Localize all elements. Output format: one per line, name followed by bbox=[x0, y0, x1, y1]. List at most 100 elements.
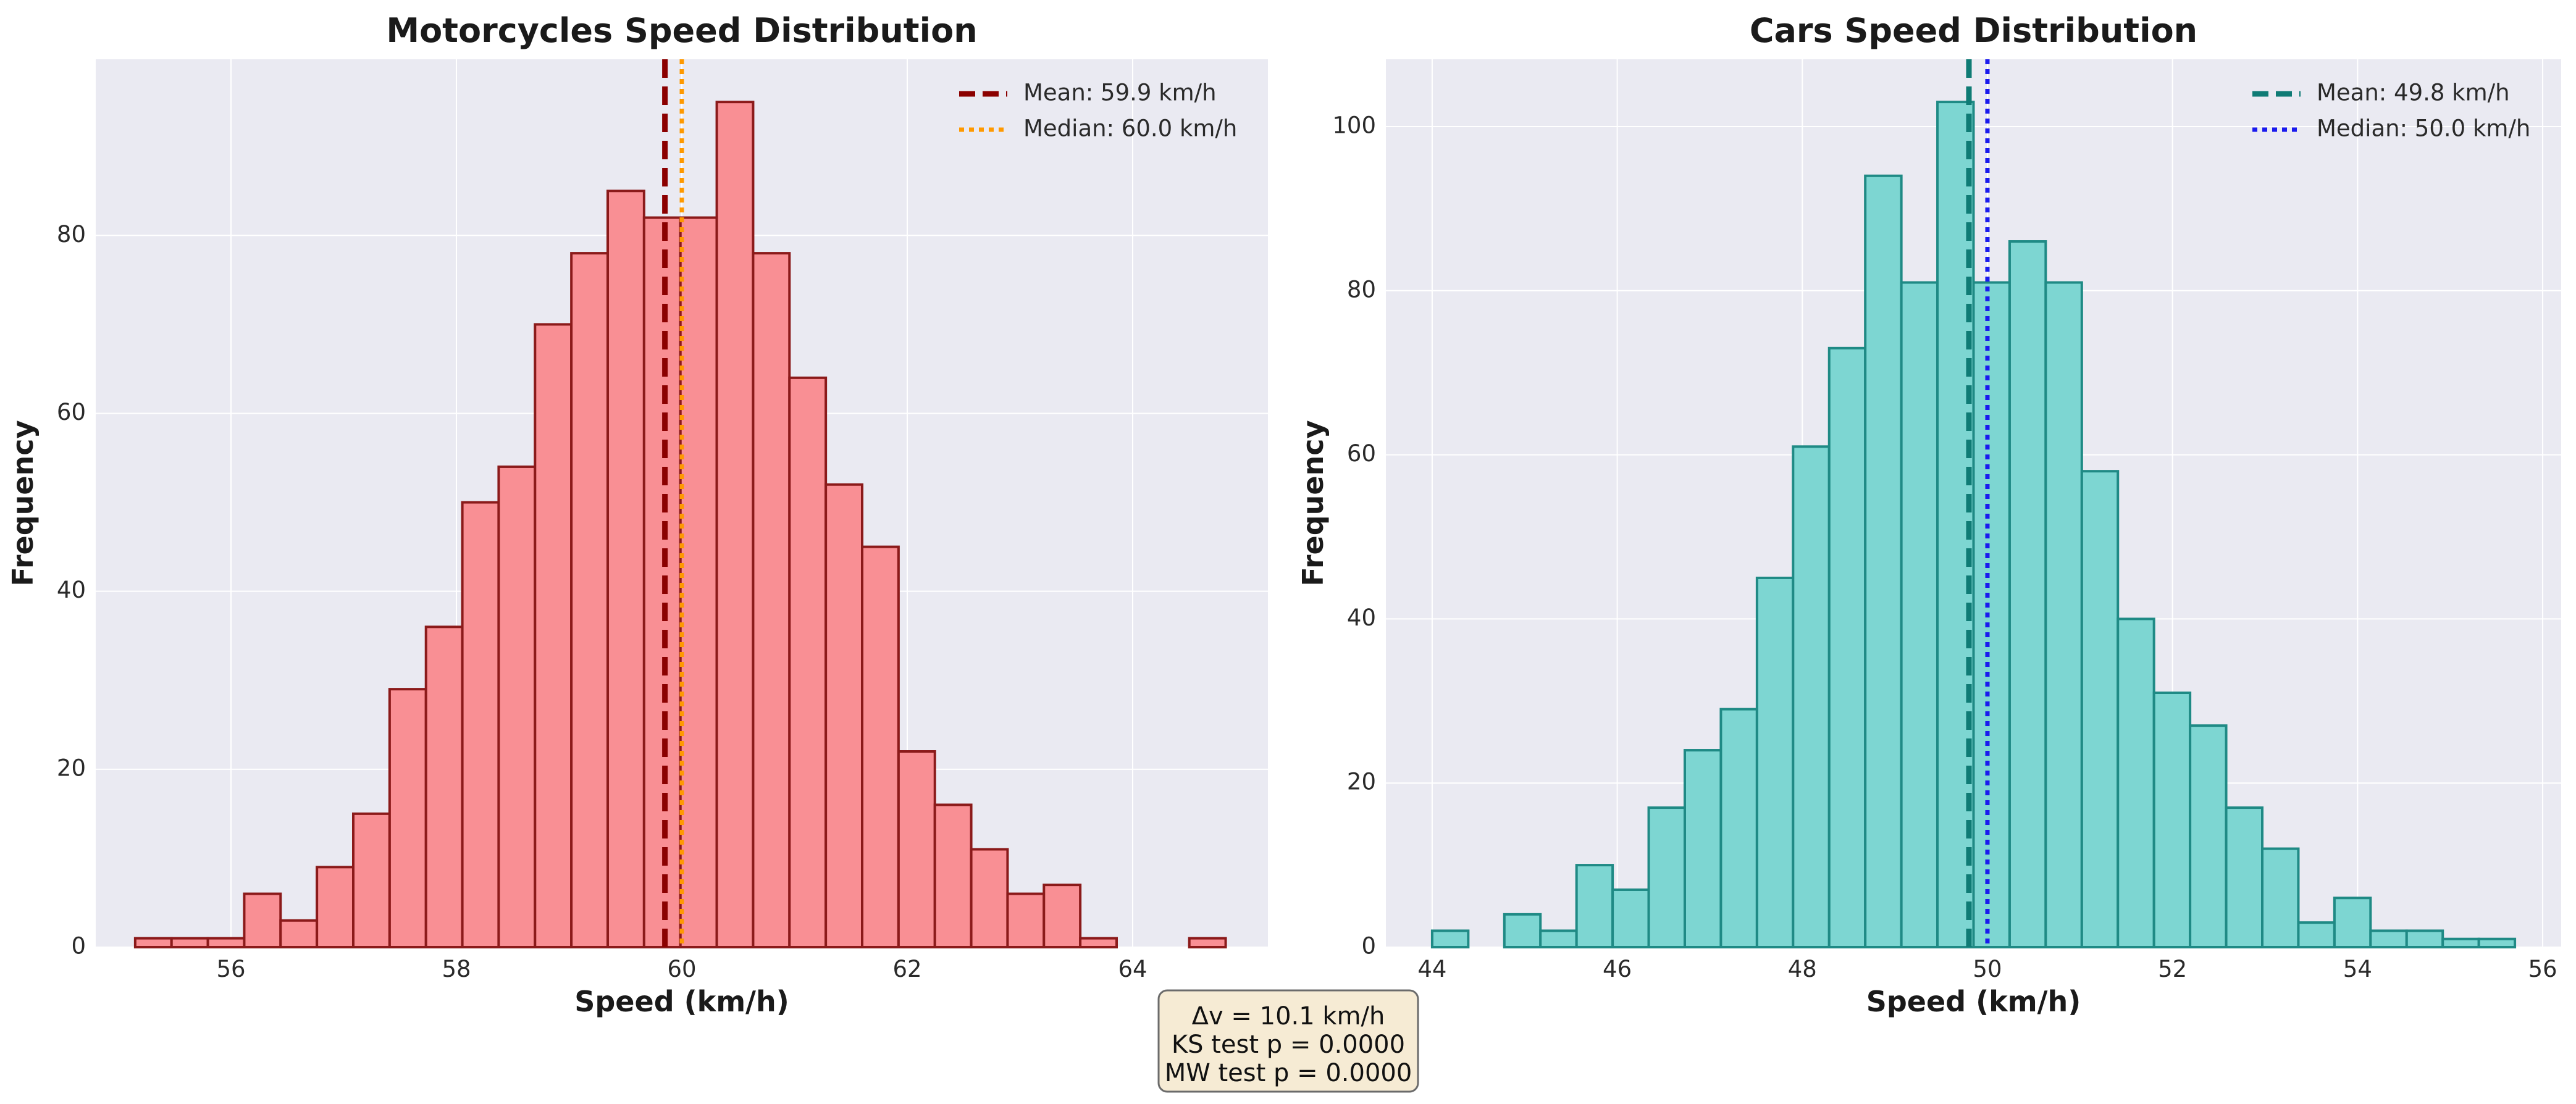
histogram-bar bbox=[1792, 445, 1831, 948]
histogram-bar bbox=[279, 919, 319, 949]
x-tick-label: 46 bbox=[1603, 956, 1632, 982]
x-tick-label: 58 bbox=[442, 956, 471, 982]
y-tick-label: 0 bbox=[71, 933, 86, 960]
histogram-bar bbox=[170, 937, 209, 949]
histogram-bar bbox=[788, 376, 828, 948]
histogram-bar bbox=[824, 483, 864, 948]
y-tick-label: 40 bbox=[57, 577, 86, 603]
histogram-bar bbox=[2044, 281, 2083, 948]
tick-labels: 44 46 48 50 52 54 56 0 20 40 60 80 100 bbox=[1332, 112, 2557, 982]
histogram-bar bbox=[933, 803, 973, 948]
tick-labels: 56 58 60 62 64 0 20 40 60 80 bbox=[57, 221, 1147, 982]
histogram-bar bbox=[1188, 937, 1227, 949]
histogram-bar bbox=[243, 892, 282, 949]
y-tick-label: 60 bbox=[1347, 440, 1376, 467]
histogram-bar bbox=[606, 190, 645, 948]
histogram-bar bbox=[2441, 937, 2480, 949]
x-tick-label: 50 bbox=[1973, 956, 2002, 982]
histogram-bar bbox=[388, 688, 427, 948]
x-tick-label: 48 bbox=[1788, 956, 1817, 982]
histogram-bar bbox=[752, 252, 791, 949]
histogram-bar bbox=[2008, 240, 2047, 949]
histogram-bar bbox=[570, 252, 610, 949]
histogram-bar bbox=[679, 216, 718, 949]
chart-title: Cars Speed Distribution bbox=[1750, 11, 2197, 50]
y-axis-label: Frequency bbox=[6, 420, 40, 586]
x-tick-label: 64 bbox=[1118, 956, 1147, 982]
y-tick-label: 20 bbox=[1347, 769, 1376, 795]
stats-ks-test: KS test p = 0.0000 bbox=[1172, 1031, 1405, 1059]
reference-lines bbox=[662, 59, 684, 947]
x-tick-label: 56 bbox=[2528, 956, 2557, 982]
histogram-bar bbox=[1719, 708, 1758, 948]
histogram-bar bbox=[2225, 806, 2264, 948]
y-tick-label: 0 bbox=[1361, 933, 1376, 960]
reference-lines bbox=[1966, 59, 1990, 947]
y-tick-label: 100 bbox=[1332, 112, 1376, 138]
histogram-bar bbox=[1755, 576, 1795, 948]
histogram-bar bbox=[2333, 897, 2372, 949]
cars-histogram: 44 46 48 50 52 54 56 0 20 40 60 80 100 Cars Speed Di… bbox=[1296, 11, 2561, 1018]
stats-delta-v: Δv = 10.1 km/h bbox=[1192, 1002, 1385, 1031]
histogram-bar bbox=[1972, 281, 2011, 948]
histogram-bar bbox=[2117, 617, 2155, 948]
y-tick-label: 40 bbox=[1347, 604, 1376, 631]
histogram-bar bbox=[1827, 346, 1867, 948]
histogram-bar bbox=[1647, 806, 1686, 948]
x-tick-label: 62 bbox=[892, 956, 921, 982]
y-tick-label: 80 bbox=[1347, 276, 1376, 303]
histogram-bar bbox=[1539, 929, 1578, 948]
histogram-bar bbox=[1611, 888, 1650, 949]
x-tick-label: 56 bbox=[216, 956, 245, 982]
histogram-bar bbox=[133, 937, 173, 949]
stats-annotation-box: Δv = 10.1 km/h KS test p = 0.0000 MW tes… bbox=[1157, 989, 1419, 1093]
histogram-bar bbox=[2152, 692, 2192, 948]
histogram-bar bbox=[1430, 929, 1470, 948]
histogram-bar bbox=[1043, 884, 1082, 949]
y-tick-label: 60 bbox=[57, 399, 86, 425]
histogram-bar bbox=[1575, 864, 1614, 949]
histogram-bar bbox=[2261, 847, 2300, 949]
histogram-bar bbox=[1079, 937, 1118, 949]
x-tick-label: 60 bbox=[667, 956, 696, 982]
y-tick-label: 20 bbox=[57, 755, 86, 781]
histogram-bar bbox=[2189, 724, 2228, 949]
histogram-bar bbox=[715, 101, 755, 948]
histogram-bar bbox=[1900, 281, 1939, 948]
x-tick-label: 52 bbox=[2158, 956, 2187, 982]
histogram-bar bbox=[2405, 929, 2444, 948]
chart-title: Motorcycles Speed Distribution bbox=[386, 11, 977, 50]
histogram-bar bbox=[461, 501, 500, 948]
histogram-bar bbox=[897, 750, 936, 948]
histogram-bar bbox=[2369, 929, 2408, 948]
legend-mean-label: Mean: 49.8 km/h bbox=[2317, 80, 2510, 106]
histogram-bar bbox=[424, 625, 464, 948]
x-tick-label: 54 bbox=[2343, 956, 2372, 982]
histogram-bar bbox=[2080, 470, 2120, 948]
y-tick-label: 80 bbox=[57, 221, 86, 248]
histogram-bar bbox=[352, 812, 391, 948]
histogram-bar bbox=[206, 937, 246, 949]
x-tick-label: 44 bbox=[1417, 956, 1446, 982]
histogram-bar bbox=[2297, 921, 2336, 949]
legend-median-label: Median: 60.0 km/h bbox=[1023, 115, 1237, 142]
stats-mw-test: MW test p = 0.0000 bbox=[1165, 1059, 1412, 1087]
legend-median-label: Median: 50.0 km/h bbox=[2317, 115, 2530, 142]
histogram-bar bbox=[1864, 174, 1903, 948]
motorcycles-histogram: 56 58 60 62 64 0 20 40 60 80 Motorcycles Speed Di… bbox=[6, 11, 1268, 1018]
legend: Mean: 59.9 km/h Median: 60.0 km/h bbox=[959, 80, 1237, 142]
histogram-bar bbox=[497, 465, 537, 948]
stats-box-frame bbox=[1157, 989, 1419, 1093]
x-axis-label: Speed (km/h) bbox=[574, 985, 789, 1018]
histogram-bar bbox=[970, 848, 1009, 949]
legend: Mean: 49.8 km/h Median: 50.0 km/h bbox=[2252, 80, 2530, 142]
histogram-bar bbox=[2477, 937, 2517, 949]
histogram-bar bbox=[861, 545, 900, 948]
histogram-bars bbox=[1430, 101, 2517, 949]
histogram-bar bbox=[534, 323, 573, 948]
y-axis-label: Frequency bbox=[1296, 420, 1330, 586]
histogram-bar bbox=[316, 866, 355, 949]
histogram-bar bbox=[1006, 892, 1046, 949]
histogram-bar bbox=[1683, 749, 1722, 949]
